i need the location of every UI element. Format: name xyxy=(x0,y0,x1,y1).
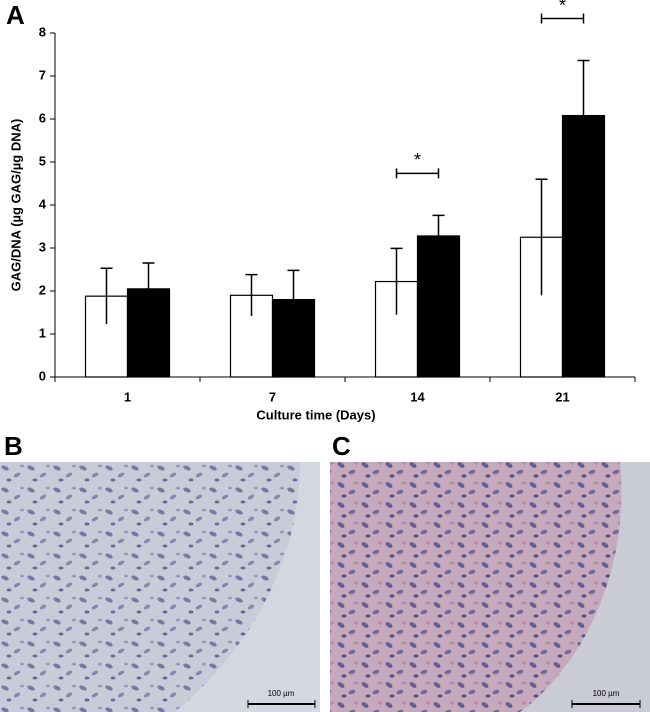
error-bar xyxy=(100,267,113,325)
micrograph-c xyxy=(330,462,650,712)
x-tick-label: 7 xyxy=(269,389,276,404)
scale-bar-label: 100 µm xyxy=(593,689,620,698)
significance-label: * xyxy=(414,150,421,170)
error-bar xyxy=(432,214,445,257)
y-tick-label: 4 xyxy=(39,196,47,211)
error-bar xyxy=(535,178,548,296)
error-bar xyxy=(577,59,590,171)
error-bar xyxy=(142,262,155,315)
panel-label: B xyxy=(4,431,23,461)
x-tick-label: 1 xyxy=(124,389,131,404)
y-tick-label: 3 xyxy=(39,239,46,254)
y-tick-label: 8 xyxy=(39,24,46,39)
error-bar xyxy=(245,273,258,316)
significance-bracket xyxy=(395,168,440,179)
error-bar xyxy=(390,247,403,315)
significance-bracket xyxy=(540,13,585,24)
y-tick-label: 1 xyxy=(39,325,46,340)
scale-bar-label: 100 µm xyxy=(268,689,295,698)
bar xyxy=(416,235,461,378)
y-tick-label: 0 xyxy=(39,368,46,383)
y-tick-label: 6 xyxy=(39,110,46,125)
x-axis-title: Culture time (Days) xyxy=(256,407,375,422)
y-axis-title: GAG/DNA (µg GAG/µg DNA) xyxy=(8,119,23,292)
x-tick-label: 14 xyxy=(410,389,425,404)
panel-label: C xyxy=(332,431,351,461)
micrograph-b xyxy=(0,462,320,712)
y-tick-label: 5 xyxy=(39,153,46,168)
x-tick-label: 21 xyxy=(555,389,569,404)
y-tick-label: 2 xyxy=(39,282,46,297)
significance-label: * xyxy=(559,0,566,15)
y-tick-label: 7 xyxy=(39,67,46,82)
error-bar xyxy=(287,269,300,329)
panel-label: A xyxy=(6,0,25,30)
